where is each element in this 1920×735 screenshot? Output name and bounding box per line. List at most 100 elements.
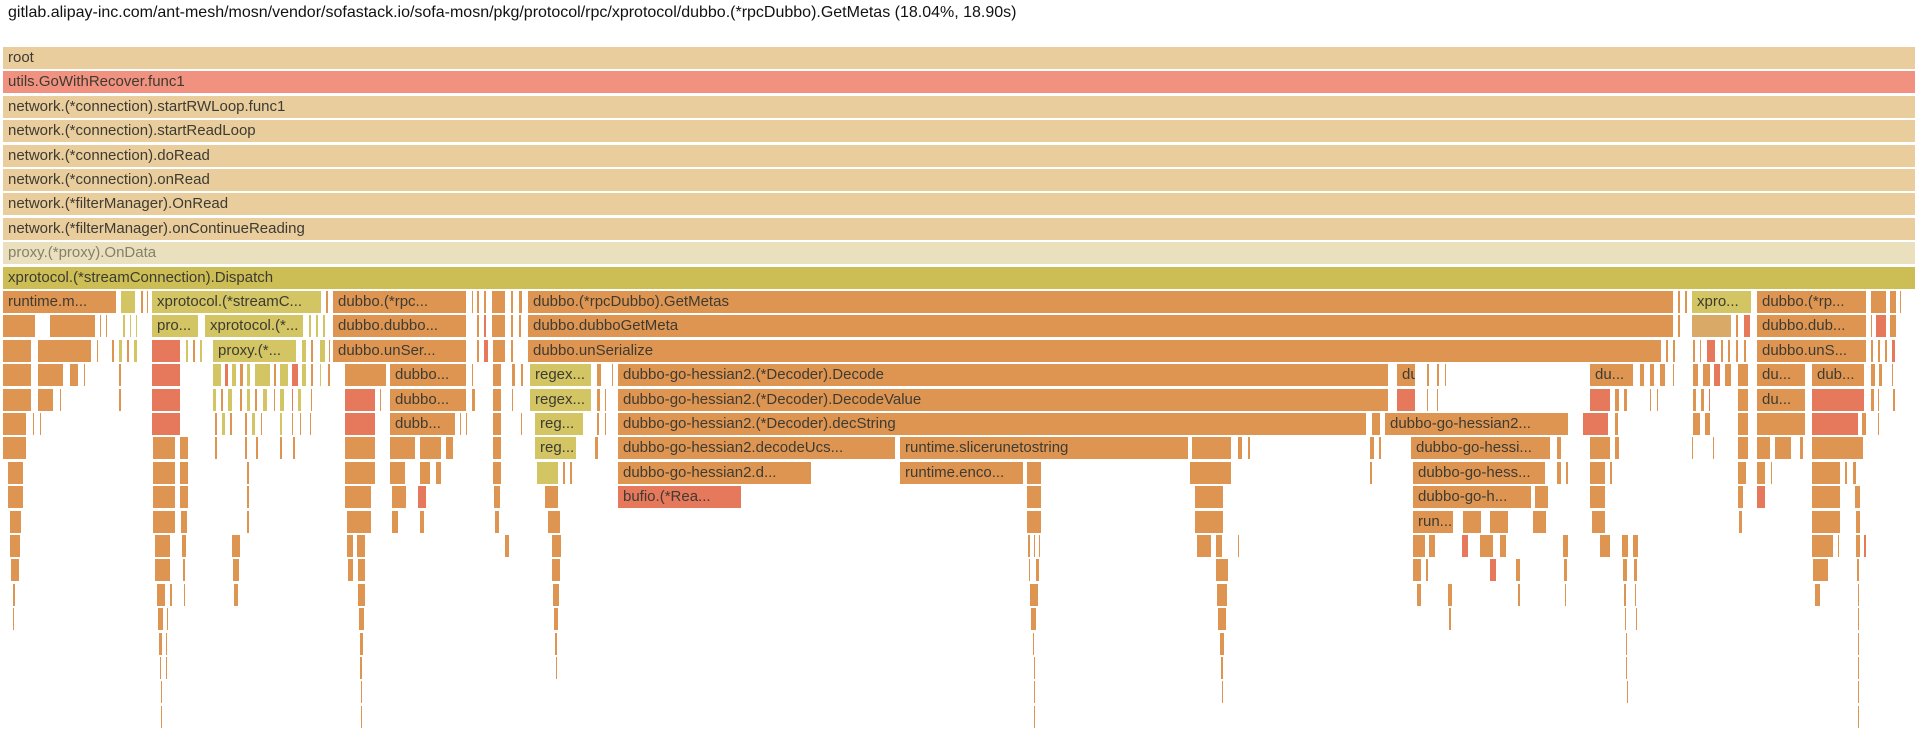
- flame-frame-sliver[interactable]: [1815, 583, 1820, 606]
- flame-frame-sliver[interactable]: [213, 364, 221, 387]
- flame-frame-sliver[interactable]: [316, 315, 318, 338]
- flame-frame-sliver[interactable]: [1705, 413, 1710, 435]
- flame-frame-sliver[interactable]: [221, 388, 223, 411]
- flame-frame[interactable]: reg...: [535, 413, 583, 435]
- flame-frame-sliver[interactable]: [1490, 559, 1496, 582]
- flame-frame-sliver[interactable]: [1518, 583, 1520, 606]
- flame-frame-sliver[interactable]: [1500, 535, 1506, 557]
- flame-frame-sliver[interactable]: [1216, 559, 1228, 582]
- flame-frame-sliver[interactable]: [1871, 291, 1886, 313]
- flame-frame-sliver[interactable]: [127, 339, 129, 362]
- flame-frame[interactable]: reg...: [535, 437, 576, 460]
- flame-frame-sliver[interactable]: [548, 510, 560, 533]
- flame-frame-sliver[interactable]: [33, 413, 34, 435]
- flame-frame-sliver[interactable]: [1190, 461, 1231, 484]
- flame-frame-sliver[interactable]: [181, 510, 187, 533]
- flame-frame-sliver[interactable]: [159, 632, 162, 655]
- flame-frame-sliver[interactable]: [420, 461, 430, 484]
- flame-frame-sliver[interactable]: [348, 559, 353, 582]
- flame-frame-sliver[interactable]: [3, 315, 35, 338]
- flame-frame-sliver[interactable]: [1650, 388, 1651, 411]
- flame-frame-sliver[interactable]: [1812, 388, 1864, 411]
- flame-frame-sliver[interactable]: [1885, 339, 1887, 362]
- flame-frame-sliver[interactable]: [240, 364, 243, 387]
- flame-frame-sliver[interactable]: [1692, 315, 1731, 338]
- flame-frame-sliver[interactable]: [1757, 413, 1805, 435]
- flame-frame-sliver[interactable]: [1557, 461, 1561, 484]
- flame-frame-sliver[interactable]: [193, 339, 195, 362]
- flame-frame-sliver[interactable]: [1583, 413, 1608, 435]
- flame-frame-sliver[interactable]: [1625, 608, 1626, 631]
- flame-frame-sliver[interactable]: [1590, 461, 1605, 484]
- flame-frame-sliver[interactable]: [1858, 705, 1859, 728]
- flame-frame-sliver[interactable]: [345, 486, 371, 509]
- flame-frame-sliver[interactable]: [1673, 364, 1674, 387]
- flame-frame-sliver[interactable]: [1703, 364, 1710, 387]
- flame-frame-sliver[interactable]: [554, 608, 558, 631]
- flame-frame-sliver[interactable]: [38, 364, 63, 387]
- flame-frame-sliver[interactable]: [1248, 437, 1250, 460]
- flame-frame-sliver[interactable]: [597, 413, 599, 435]
- flame-frame-sliver[interactable]: [1590, 486, 1605, 509]
- flame-frame-sliver[interactable]: [1878, 339, 1880, 362]
- flame-frame-sliver[interactable]: [1744, 315, 1750, 338]
- flame-frame-sliver[interactable]: [612, 364, 613, 387]
- flame-frame-sliver[interactable]: [1034, 535, 1035, 557]
- flame-frame-sliver[interactable]: [141, 291, 143, 313]
- flame-frame-sliver[interactable]: [380, 388, 381, 411]
- flame-frame-sliver[interactable]: [1370, 437, 1374, 460]
- flame-frame-sliver[interactable]: [1738, 413, 1748, 435]
- flame-frame-sliver[interactable]: [563, 461, 565, 484]
- flame-frame-sliver[interactable]: [311, 339, 313, 362]
- flame-frame-sliver[interactable]: [252, 413, 255, 435]
- flame-frame-sliver[interactable]: [1027, 510, 1041, 533]
- flame-frame-sliver[interactable]: [292, 413, 293, 435]
- flame-frame-sliver[interactable]: [1624, 583, 1626, 606]
- flame-frame[interactable]: dubbo-go-hessian2.decodeUcs...: [618, 437, 895, 460]
- flame-frame-sliver[interactable]: [392, 486, 406, 509]
- flame-frame-sliver[interactable]: [493, 339, 505, 362]
- flame-frame-sliver[interactable]: [3, 388, 31, 411]
- flame-frame-sliver[interactable]: [1034, 681, 1035, 704]
- flame-frame-sliver[interactable]: [119, 388, 121, 411]
- flame-frame-sliver[interactable]: [545, 486, 558, 509]
- flame-frame-sliver[interactable]: [1693, 364, 1698, 387]
- flame-frame-sliver[interactable]: [390, 437, 415, 460]
- flame-frame-sliver[interactable]: [157, 583, 165, 606]
- flame-frame-sliver[interactable]: [1892, 364, 1893, 387]
- flame-frame-sliver[interactable]: [1034, 657, 1035, 679]
- flame-frame-sliver[interactable]: [60, 388, 61, 411]
- flame-frame-sliver[interactable]: [1757, 437, 1770, 460]
- flame-frame-sliver[interactable]: [1036, 559, 1039, 582]
- flame-frame-sliver[interactable]: [495, 510, 499, 533]
- flame-frame-sliver[interactable]: [1397, 388, 1415, 411]
- flame-frame-sliver[interactable]: [1771, 461, 1772, 484]
- flame-frame-sliver[interactable]: [493, 461, 501, 484]
- flame-frame-sliver[interactable]: [1372, 413, 1380, 435]
- flame-frame-sliver[interactable]: [472, 291, 473, 313]
- flame-frame-sliver[interactable]: [511, 315, 513, 338]
- flame-frame-sliver[interactable]: [1858, 632, 1859, 655]
- flame-frame[interactable]: xprotocol.(*streamC...: [152, 291, 321, 313]
- flame-frame-sliver[interactable]: [180, 486, 188, 509]
- flame-frame[interactable]: du...: [1590, 364, 1633, 387]
- flame-frame-sliver[interactable]: [1600, 535, 1610, 557]
- flame-frame-sliver[interactable]: [1590, 388, 1610, 411]
- flame-frame[interactable]: dubbo.(*rp...: [1757, 291, 1866, 313]
- flame-frame-sliver[interactable]: [595, 437, 598, 460]
- flame-frame-sliver[interactable]: [1757, 461, 1765, 484]
- flame-frame-sliver[interactable]: [180, 437, 188, 460]
- flame-frame-sliver[interactable]: [320, 364, 321, 387]
- flame-frame-sliver[interactable]: [494, 486, 500, 509]
- flame-frame-sliver[interactable]: [1871, 364, 1875, 387]
- flame-frame-sliver[interactable]: [1700, 339, 1701, 362]
- flame-frame-sliver[interactable]: [302, 364, 306, 387]
- flame-frame-sliver[interactable]: [357, 535, 365, 557]
- flame-frame-sliver[interactable]: [155, 559, 170, 582]
- flame-frame-sliver[interactable]: [484, 315, 486, 338]
- flame-frame-sliver[interactable]: [200, 339, 202, 362]
- flame-frame-sliver[interactable]: [119, 364, 121, 387]
- flame-frame-sliver[interactable]: [1650, 364, 1654, 387]
- flame-frame-sliver[interactable]: [1738, 364, 1748, 387]
- flame-frame[interactable]: network.(*filterManager).OnRead: [3, 193, 1915, 216]
